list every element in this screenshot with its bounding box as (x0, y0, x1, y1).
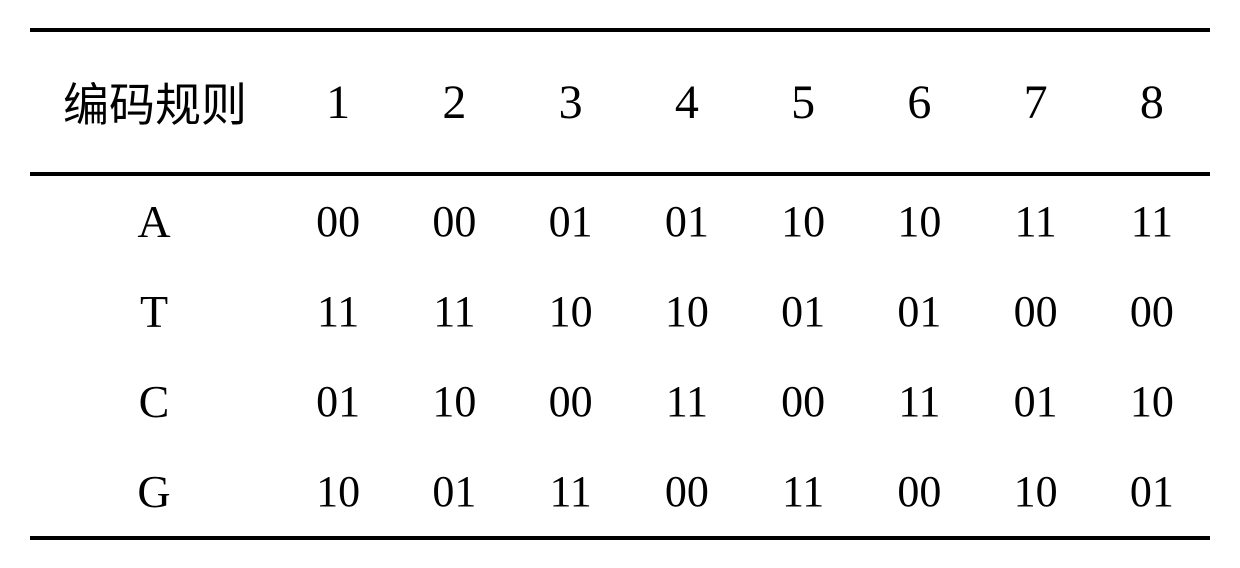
table-cell: 01 (861, 266, 977, 356)
encoding-table: 编码规则 1 2 3 4 5 6 7 8 A 00 00 01 01 10 10… (30, 28, 1210, 540)
column-header: 5 (745, 30, 861, 174)
table-row: T 11 11 10 10 01 01 00 00 (30, 266, 1210, 356)
table-cell: 00 (861, 446, 977, 538)
column-header: 2 (396, 30, 512, 174)
table-cell: 00 (396, 174, 512, 266)
table-cell: 00 (629, 446, 745, 538)
table-cell: 01 (1094, 446, 1210, 538)
table-cell: 10 (280, 446, 396, 538)
column-header: 1 (280, 30, 396, 174)
column-header: 7 (978, 30, 1094, 174)
row-label: T (30, 266, 280, 356)
column-header: 3 (513, 30, 629, 174)
table-cell: 11 (861, 356, 977, 446)
table-cell: 00 (513, 356, 629, 446)
table-cell: 01 (745, 266, 861, 356)
table-row: C 01 10 00 11 00 11 01 10 (30, 356, 1210, 446)
row-label: G (30, 446, 280, 538)
table-cell: 11 (396, 266, 512, 356)
table-cell: 00 (745, 356, 861, 446)
table-header-row: 编码规则 1 2 3 4 5 6 7 8 (30, 30, 1210, 174)
table-row: A 00 00 01 01 10 10 11 11 (30, 174, 1210, 266)
table-cell: 11 (280, 266, 396, 356)
table-cell: 01 (280, 356, 396, 446)
table-cell: 00 (1094, 266, 1210, 356)
table-cell: 01 (629, 174, 745, 266)
header-label: 编码规则 (30, 30, 280, 174)
table-cell: 10 (861, 174, 977, 266)
column-header: 6 (861, 30, 977, 174)
column-header: 8 (1094, 30, 1210, 174)
table-cell: 10 (513, 266, 629, 356)
table-cell: 00 (978, 266, 1094, 356)
table-row: G 10 01 11 00 11 00 10 01 (30, 446, 1210, 538)
row-label: C (30, 356, 280, 446)
table-cell: 11 (978, 174, 1094, 266)
table-cell: 10 (1094, 356, 1210, 446)
table-cell: 11 (513, 446, 629, 538)
table-cell: 00 (280, 174, 396, 266)
table-cell: 10 (629, 266, 745, 356)
table-cell: 10 (745, 174, 861, 266)
table-cell: 11 (1094, 174, 1210, 266)
table-cell: 01 (978, 356, 1094, 446)
table-cell: 01 (513, 174, 629, 266)
table-cell: 01 (396, 446, 512, 538)
table-cell: 10 (978, 446, 1094, 538)
table-cell: 10 (396, 356, 512, 446)
encoding-table-container: 编码规则 1 2 3 4 5 6 7 8 A 00 00 01 01 10 10… (0, 0, 1240, 568)
column-header: 4 (629, 30, 745, 174)
table-cell: 11 (745, 446, 861, 538)
table-cell: 11 (629, 356, 745, 446)
row-label: A (30, 174, 280, 266)
